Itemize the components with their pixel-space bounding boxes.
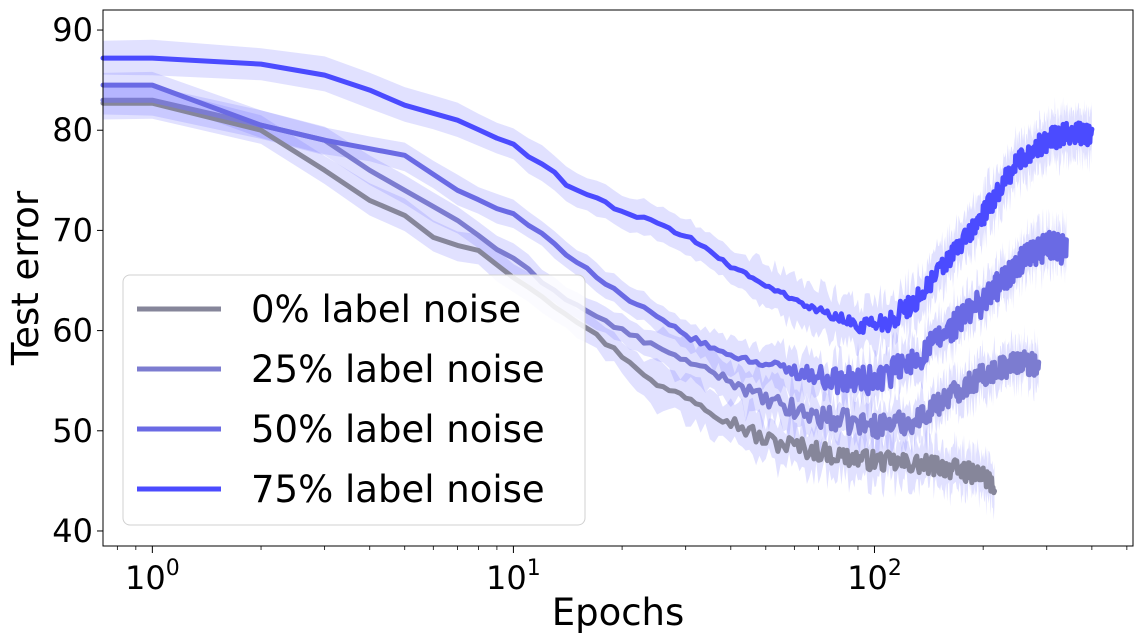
y-axis: 40 50 60 70 80 90	[52, 11, 103, 550]
y-tick-label: 50	[52, 412, 93, 450]
x-axis: 100 101 102	[116, 546, 1128, 597]
series-line	[100, 100, 997, 496]
series-line	[100, 82, 1069, 397]
y-axis-label: Test error	[4, 190, 47, 366]
plot-frame	[102, 9, 1134, 547]
y-tick-label: 70	[52, 211, 93, 249]
x-tick-label: 101	[486, 556, 541, 597]
legend-frame	[122, 274, 586, 526]
y-tick-label: 40	[52, 512, 93, 550]
legend-label: 50% label noise	[251, 408, 545, 451]
confidence-band	[103, 85, 1039, 463]
legend-label: 0% label noise	[251, 288, 521, 331]
legend-label: 75% label noise	[251, 468, 545, 511]
y-tick-label: 60	[52, 312, 93, 350]
confidence-band	[103, 71, 1067, 421]
x-tick-label: 100	[125, 556, 180, 597]
y-tick-label: 90	[52, 11, 93, 49]
x-tick-label: 102	[847, 556, 902, 597]
series-line	[100, 97, 1042, 440]
x-axis-label: Epochs	[552, 591, 685, 634]
series-line	[100, 55, 1095, 335]
series-lines	[100, 55, 1095, 496]
y-tick-label: 80	[52, 111, 93, 149]
legend-label: 25% label noise	[251, 348, 545, 391]
legend: 0% label noise 25% label noise 50% label n…	[122, 274, 586, 526]
